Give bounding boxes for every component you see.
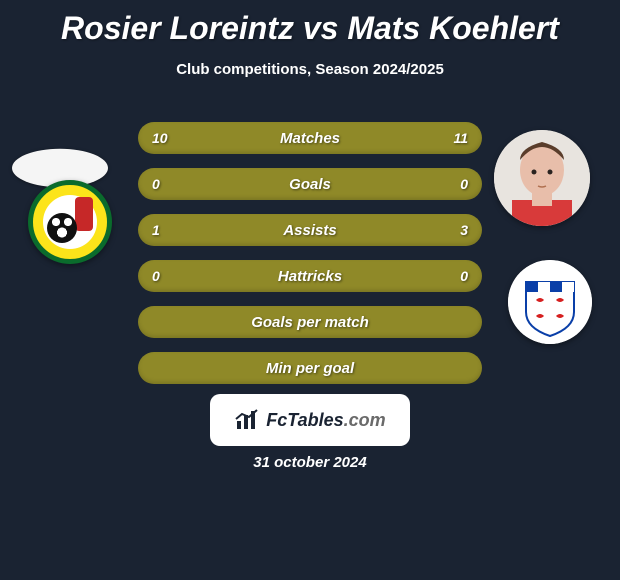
stat-right-value: 11 bbox=[453, 130, 468, 146]
footer-date: 31 october 2024 bbox=[0, 454, 620, 471]
stat-row-matches: 10 Matches 11 bbox=[138, 122, 482, 154]
brand-domain: .com bbox=[344, 410, 386, 430]
stat-left-value: 0 bbox=[152, 176, 160, 192]
club-right-logo bbox=[508, 260, 592, 344]
stat-row-min-per-goal: Min per goal bbox=[138, 352, 482, 384]
stats-container: 10 Matches 11 0 Goals 0 1 Assists 3 0 Ha… bbox=[138, 122, 482, 398]
stat-label: Assists bbox=[283, 222, 336, 239]
stat-left-value: 10 bbox=[152, 130, 168, 146]
comparison-title: Rosier Loreintz vs Mats Koehlert bbox=[0, 0, 620, 47]
brand-name: FcTables bbox=[266, 410, 343, 430]
stat-row-goals-per-match: Goals per match bbox=[138, 306, 482, 338]
comparison-subtitle: Club competitions, Season 2024/2025 bbox=[0, 61, 620, 78]
stat-row-goals: 0 Goals 0 bbox=[138, 168, 482, 200]
stat-left-value: 0 bbox=[152, 268, 160, 284]
player-right-avatar bbox=[494, 130, 590, 226]
stat-label: Matches bbox=[280, 130, 340, 147]
stat-label: Goals per match bbox=[251, 314, 369, 331]
stat-label: Hattricks bbox=[278, 268, 342, 285]
site-brand-text: FcTables.com bbox=[266, 410, 385, 431]
stat-row-hattricks: 0 Hattricks 0 bbox=[138, 260, 482, 292]
stat-right-value: 3 bbox=[460, 222, 468, 238]
stat-left-value: 1 bbox=[152, 222, 160, 238]
stat-right-value: 0 bbox=[460, 268, 468, 284]
stat-right-value: 0 bbox=[460, 176, 468, 192]
stat-label: Goals bbox=[289, 176, 331, 193]
club-left-logo bbox=[28, 180, 112, 264]
stat-label: Min per goal bbox=[266, 360, 354, 377]
site-watermark: FcTables.com bbox=[210, 394, 410, 446]
stat-row-assists: 1 Assists 3 bbox=[138, 214, 482, 246]
chart-icon bbox=[234, 409, 260, 431]
